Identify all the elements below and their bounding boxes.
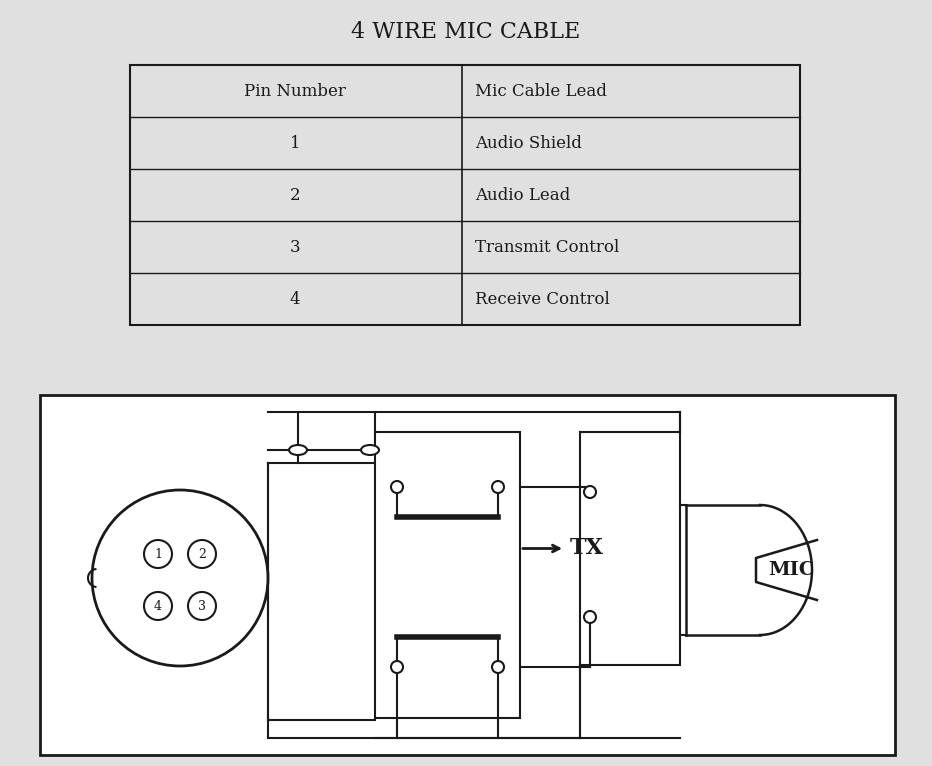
Ellipse shape [289,445,307,455]
Text: Mic Cable Lead: Mic Cable Lead [475,83,607,100]
Text: Transmit Control: Transmit Control [475,238,619,256]
Text: 4: 4 [290,290,300,307]
Text: 3: 3 [290,238,300,256]
Text: 3: 3 [198,600,206,613]
Text: MIC: MIC [768,561,815,579]
Bar [375,432,520,718]
Circle shape [92,490,268,666]
Circle shape [188,540,216,568]
Text: Receive Control: Receive Control [475,290,610,307]
Text: Audio Lead: Audio Lead [475,186,570,204]
Circle shape [492,661,504,673]
Text: TX: TX [570,538,604,559]
Text: 1: 1 [154,548,162,561]
Circle shape [492,481,504,493]
Circle shape [584,611,596,623]
Circle shape [391,481,403,493]
Text: 2: 2 [199,548,206,561]
Text: 1: 1 [290,135,300,152]
Circle shape [188,592,216,620]
Text: Audio Shield: Audio Shield [475,135,582,152]
Text: 4 WIRE MIC CABLE: 4 WIRE MIC CABLE [351,21,581,43]
Circle shape [584,486,596,498]
Bar [580,432,680,665]
Bar [130,65,800,325]
Text: Pin Number: Pin Number [244,83,346,100]
Text: 2: 2 [290,186,300,204]
Circle shape [144,540,172,568]
Bar [40,395,895,755]
Circle shape [391,661,403,673]
Ellipse shape [361,445,379,455]
Text: 4: 4 [154,600,162,613]
Circle shape [144,592,172,620]
